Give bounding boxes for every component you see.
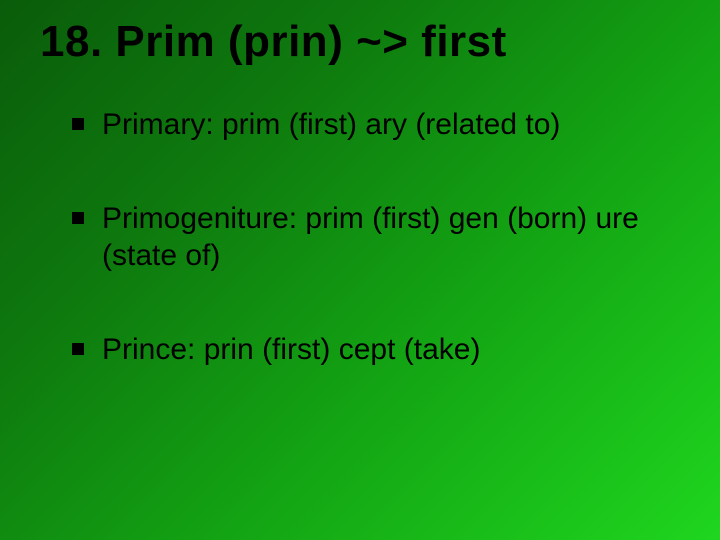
- list-item: Prince: prin (first) cept (take): [72, 331, 680, 369]
- list-item: Primogeniture: prim (first) gen (born) u…: [72, 200, 680, 275]
- slide-title: 18. Prim (prin) ~> first: [40, 18, 680, 66]
- square-bullet-icon: [72, 343, 84, 355]
- list-item-text: Primogeniture: prim (first) gen (born) u…: [102, 202, 639, 273]
- slide: 18. Prim (prin) ~> first Primary: prim (…: [0, 0, 720, 540]
- list-item: Primary: prim (first) ary (related to): [72, 106, 680, 144]
- square-bullet-icon: [72, 118, 84, 130]
- list-item-text: Primary: prim (first) ary (related to): [102, 108, 560, 141]
- square-bullet-icon: [72, 212, 84, 224]
- list-item-text: Prince: prin (first) cept (take): [102, 333, 480, 366]
- slide-body: Primary: prim (first) ary (related to) P…: [40, 106, 680, 368]
